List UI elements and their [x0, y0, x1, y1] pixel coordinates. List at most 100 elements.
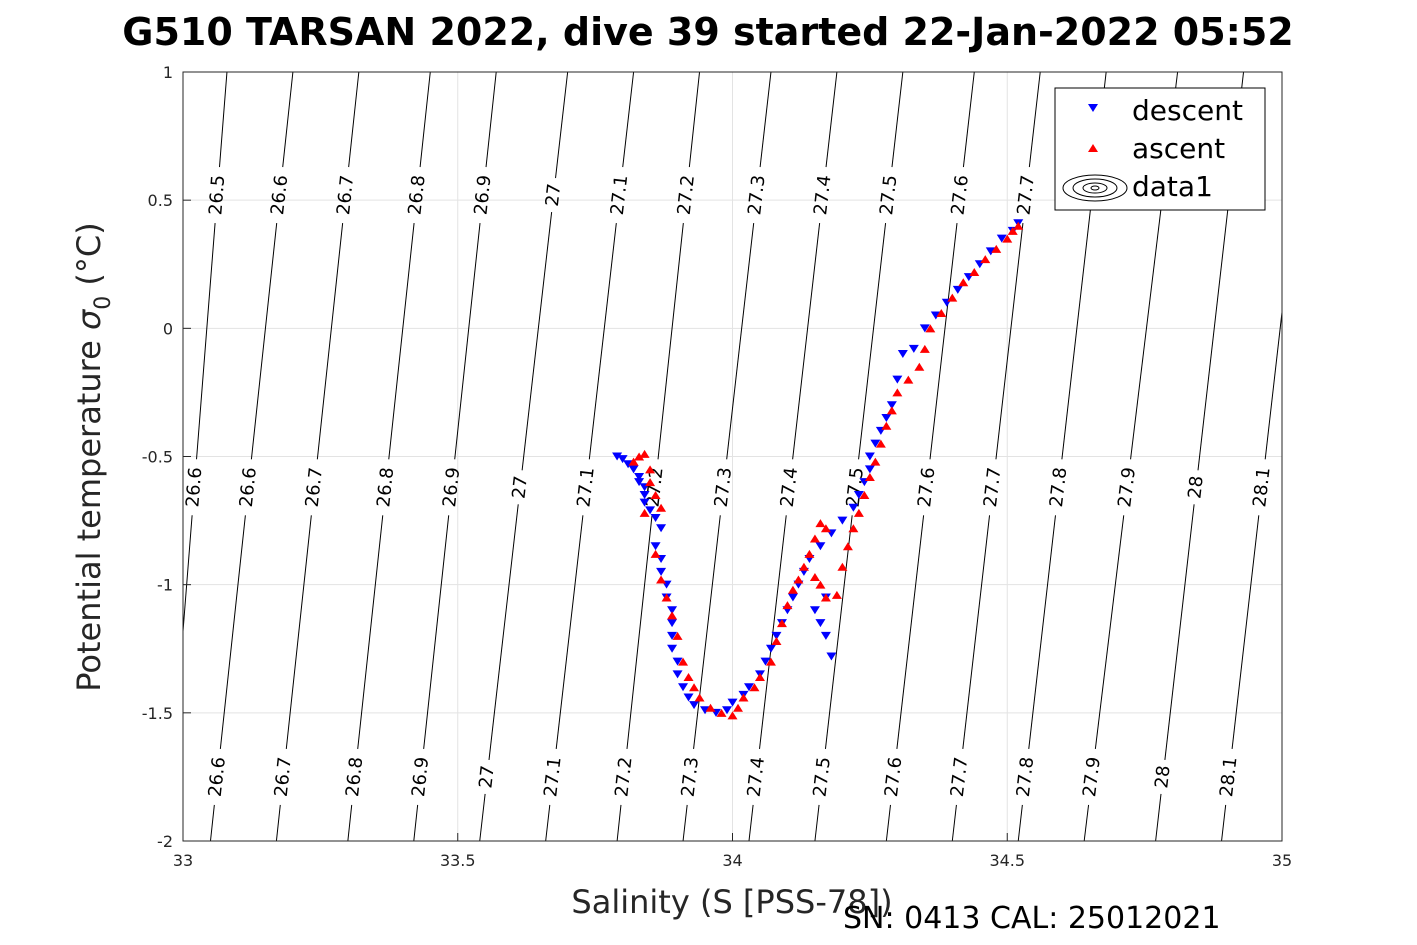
isopycnal-line — [693, 515, 721, 749]
ascent-point — [903, 375, 914, 384]
ascent-point — [749, 683, 760, 692]
descent-point — [656, 524, 667, 533]
isopycnal-line — [1164, 504, 1195, 760]
legend: descent ascent data1 — [1054, 87, 1266, 211]
chart-title: G510 TARSAN 2022, dive 39 started 22-Jan… — [122, 10, 1293, 54]
isopycnal-label: 28.1 — [1216, 756, 1241, 798]
ascent-point — [815, 519, 826, 528]
data-series — [612, 219, 1024, 720]
ascent-point — [815, 580, 826, 589]
descent-point — [667, 619, 678, 628]
isopycnal-label: 26.5 — [205, 174, 229, 216]
descent-point — [743, 683, 754, 692]
descent-point — [650, 514, 661, 523]
ascent-point — [771, 637, 782, 646]
ascent-point — [848, 524, 859, 533]
isopycnal-label: 27.4 — [810, 174, 835, 216]
x-axis-label: Salinity (S [PSS-78]) — [571, 883, 892, 921]
descent-point — [612, 452, 623, 461]
descent-point — [952, 285, 963, 294]
ascent-point — [661, 593, 672, 602]
descent-point — [809, 606, 820, 615]
ascent-point — [705, 703, 716, 712]
descent-point — [826, 652, 837, 661]
ascent-point — [804, 549, 815, 558]
descent-point — [881, 414, 892, 423]
ascent-point — [936, 308, 947, 317]
descent-point — [897, 349, 908, 358]
isopycnal-label: 27.8 — [1013, 756, 1038, 798]
descent-point — [727, 698, 738, 707]
ascent-point — [689, 683, 700, 692]
isopycnal-line — [682, 804, 688, 842]
ascent-point — [639, 508, 650, 517]
descent-point — [985, 247, 996, 256]
ascent-point — [1002, 234, 1013, 243]
descent-point — [672, 670, 683, 679]
isopycnal-label: 27.4 — [744, 756, 769, 798]
ascent-point — [667, 611, 678, 620]
isopycnal-line — [1028, 515, 1056, 749]
descent-point — [892, 375, 903, 384]
isopycnal-line — [626, 515, 653, 749]
isopycnal-label: 27 — [475, 764, 498, 789]
isopycnal-line — [896, 515, 925, 749]
isopycnal-label: 26.7 — [302, 466, 327, 508]
descent-point — [930, 311, 941, 320]
descent-point — [639, 490, 650, 499]
ascent-point — [881, 421, 892, 430]
ascent-point — [809, 534, 820, 543]
ascent-point — [892, 388, 903, 397]
footer-serial-cal: SN: 0413 CAL: 25012021 — [843, 901, 1221, 936]
isopycnal-line — [726, 222, 755, 460]
ascent-point — [765, 657, 776, 666]
isopycnal-line — [891, 71, 904, 168]
y-tick-label: -1 — [157, 576, 173, 595]
isopycnal-label: 26.8 — [342, 756, 367, 798]
isopycnal-line — [1083, 804, 1090, 842]
ascent-point — [1007, 226, 1018, 235]
isopycnal-line — [858, 222, 887, 460]
ascent-point — [782, 601, 793, 610]
descent-point — [765, 644, 776, 653]
isopycnal-line — [616, 804, 622, 842]
descent-point — [864, 465, 875, 474]
ascent-point — [727, 711, 738, 720]
isopycnal-line — [196, 223, 216, 460]
isopycnal-line — [413, 804, 419, 842]
isopycnal-line — [209, 804, 215, 842]
isopycnal-line — [1017, 804, 1023, 842]
legend-descent-marker — [1088, 104, 1098, 112]
descent-point — [634, 473, 645, 482]
descent-point — [886, 401, 897, 410]
descent-point — [639, 498, 650, 507]
isopycnal-line — [792, 222, 821, 460]
descent-point — [870, 439, 881, 448]
ascent-point — [831, 590, 842, 599]
isopycnal-label: 26.6 — [205, 756, 230, 798]
x-tick-label: 35 — [1272, 851, 1292, 870]
isopycnal-contours: 26.6 26.5 26.6 26.6 26.6 26.7 26.7 26.7 26.8 26.8… — [182, 71, 1283, 842]
isopycnal-label: 27.3 — [711, 466, 736, 508]
isopycnal-label: 27.4 — [777, 466, 802, 508]
ascent-point — [842, 542, 853, 551]
isopycnal-label: 27.2 — [611, 756, 636, 798]
isopycnal-label: 27.1 — [573, 466, 598, 508]
ascent-point — [859, 490, 870, 499]
isopycnal-label: 28 — [1184, 475, 1207, 500]
ascent-point — [639, 449, 650, 458]
ascent-point — [656, 503, 667, 512]
isopycnal-line — [357, 515, 384, 749]
ascent-point — [776, 619, 787, 628]
y-tick-label: 0 — [163, 319, 173, 338]
ascent-series — [628, 221, 1024, 720]
y-axis-label-main: Potential temperature — [70, 330, 108, 692]
ascent-point — [650, 549, 661, 558]
y-tick-label: 0.5 — [148, 191, 173, 210]
isopycnal-line — [929, 222, 958, 460]
ascent-point — [793, 575, 804, 584]
descent-point — [623, 460, 634, 469]
isopycnal-label: 27.3 — [678, 756, 703, 798]
isopycnal-line — [316, 222, 344, 460]
descent-point — [656, 567, 667, 576]
